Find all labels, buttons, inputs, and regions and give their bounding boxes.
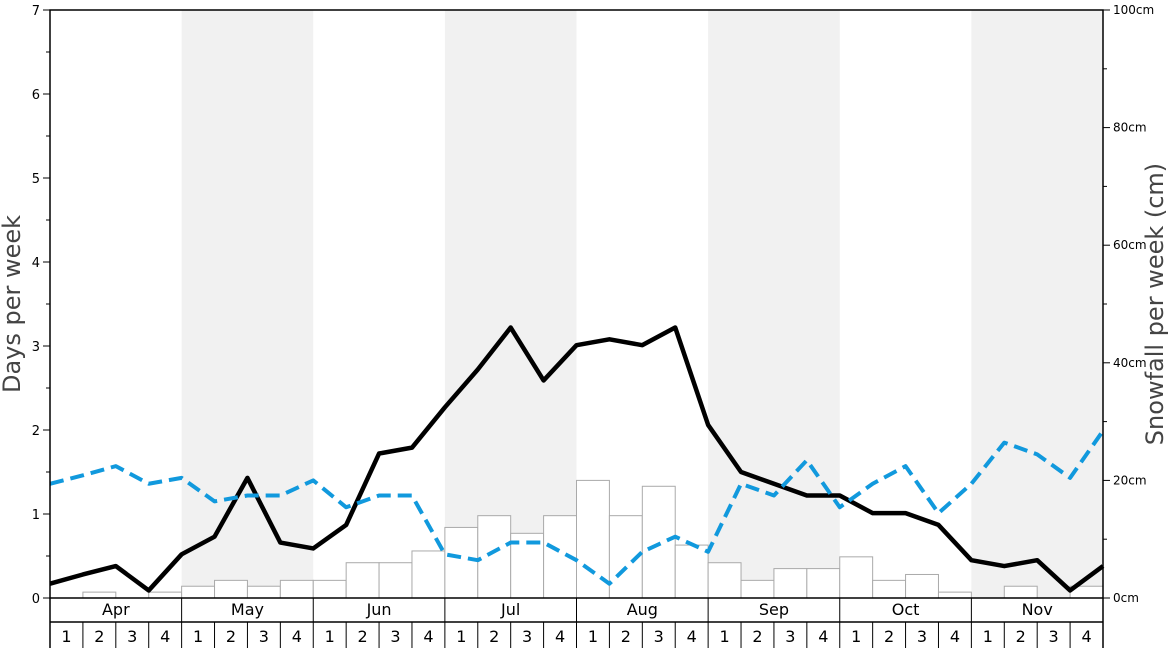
snowfall-bar <box>674 544 709 599</box>
week-label: 4 <box>687 627 697 646</box>
snowfall-bar <box>806 568 841 599</box>
week-label: 3 <box>654 627 664 646</box>
snowfall-bar <box>378 562 413 599</box>
month-label-sep: Sep <box>759 600 789 619</box>
week-label: 3 <box>785 627 795 646</box>
snowfall-bar <box>279 579 314 599</box>
week-label: 3 <box>390 627 400 646</box>
week-label: 3 <box>259 627 269 646</box>
left-tick-label: 5 <box>32 172 40 187</box>
month-label-aug: Aug <box>627 600 658 619</box>
snowfall-bar <box>937 591 972 599</box>
week-label: 1 <box>851 627 861 646</box>
week-label: 2 <box>358 627 368 646</box>
month-band-jul <box>444 10 577 598</box>
week-label: 4 <box>160 627 170 646</box>
snowfall-bar <box>411 550 446 599</box>
week-label: 3 <box>522 627 532 646</box>
week-label: 3 <box>917 627 927 646</box>
week-label: 3 <box>127 627 137 646</box>
trend-lines <box>49 325 1105 593</box>
month-label-jul: Jul <box>500 600 520 619</box>
week-label: 1 <box>325 627 335 646</box>
month-label-apr: Apr <box>102 600 130 619</box>
left-tick-label: 2 <box>32 424 40 439</box>
right-tick-label: 60cm <box>1113 238 1147 252</box>
left-tick-label: 6 <box>32 88 40 103</box>
snowfall-bar <box>214 579 248 599</box>
week-label: 2 <box>226 627 236 646</box>
week-label: 2 <box>94 627 104 646</box>
month-band-nov <box>971 10 1103 598</box>
week-label: 1 <box>61 627 71 646</box>
week-label: 4 <box>423 627 433 646</box>
month-label-may: May <box>231 600 264 619</box>
right-tick-label: 20cm <box>1113 473 1147 487</box>
week-label: 1 <box>588 627 598 646</box>
week-label: 1 <box>719 627 729 646</box>
solid-trend-line <box>49 325 1105 593</box>
snowfall-bar <box>905 573 939 599</box>
week-label: 4 <box>292 627 302 646</box>
month-label-nov: Nov <box>1022 600 1053 619</box>
week-label: 4 <box>1081 627 1091 646</box>
month-label-jun: Jun <box>366 600 392 619</box>
month-bands <box>181 10 1103 598</box>
snowfall-bar <box>82 591 117 599</box>
snowfall-bar <box>345 562 380 599</box>
right-tick-label: 100cm <box>1113 3 1154 17</box>
snowfall-bar <box>1003 585 1038 599</box>
right-tick-label: 80cm <box>1113 121 1147 135</box>
snowfall-bar <box>707 562 742 599</box>
week-label: 4 <box>818 627 828 646</box>
week-label: 2 <box>489 627 499 646</box>
week-label: 2 <box>752 627 762 646</box>
snowfall-bar <box>181 585 216 599</box>
axes <box>43 9 1110 648</box>
left-tick-label: 7 <box>32 4 40 19</box>
week-label: 1 <box>456 627 466 646</box>
snowfall-bar <box>872 579 907 599</box>
snowfall-bar <box>477 515 512 599</box>
snowfall-bar <box>839 556 874 599</box>
snowfall-bar <box>773 568 808 599</box>
left-tick-label: 0 <box>32 592 40 607</box>
snowfall-bar <box>444 526 479 599</box>
left-axis-title: Days per week <box>0 215 26 393</box>
month-band-sep <box>708 10 840 598</box>
right-tick-label: 40cm <box>1113 356 1147 370</box>
week-label: 4 <box>950 627 960 646</box>
snowfall-bar <box>740 579 775 599</box>
week-label: 2 <box>621 627 631 646</box>
snowfall-bar <box>148 591 183 599</box>
left-tick-label: 1 <box>32 508 40 523</box>
week-label: 3 <box>1049 627 1059 646</box>
right-tick-label: 0cm <box>1113 591 1139 605</box>
week-label: 1 <box>193 627 203 646</box>
dashed-trend-line <box>49 429 1105 586</box>
snowfall-bar <box>312 579 347 599</box>
snowfall-bar <box>246 585 281 599</box>
month-band-may <box>181 10 314 598</box>
week-label: 2 <box>1016 627 1026 646</box>
week-label: 2 <box>884 627 894 646</box>
right-axis-title: Snowfall per week (cm) <box>1141 163 1168 445</box>
week-label: 4 <box>555 627 565 646</box>
left-tick-label: 3 <box>32 340 40 355</box>
axis-labels: 0 1 2 3 4 5 6 7 0cm 20cm 40cm 60cm 80cm 100cm Apr 1 2 3 4 M… <box>32 3 1154 646</box>
month-label-oct: Oct <box>892 600 920 619</box>
left-tick-label: 4 <box>32 256 40 271</box>
week-label: 1 <box>983 627 993 646</box>
